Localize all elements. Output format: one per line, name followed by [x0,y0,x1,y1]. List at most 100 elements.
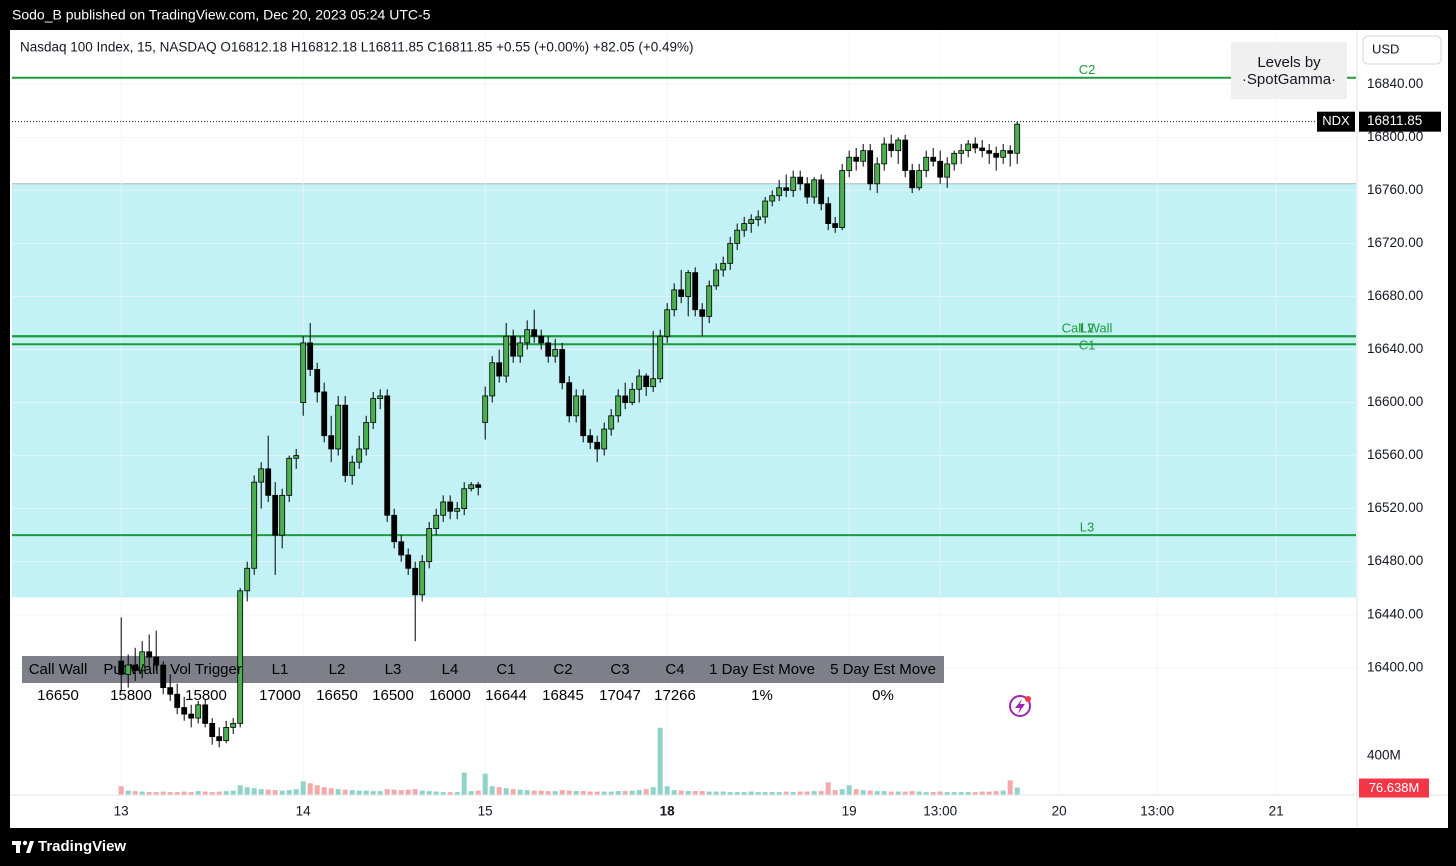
table-value: 17047 [599,687,641,704]
x-tick-label: 20 [1052,804,1067,819]
volume-bar [1014,787,1020,795]
candle-body [314,369,321,393]
candle-body [482,395,489,423]
volume-bar [349,790,355,795]
candle-body [783,187,790,191]
candle-body [209,723,216,738]
y-tick-label: 16400.00 [1367,659,1423,674]
x-tick-label: 13:00 [1140,804,1174,819]
volume-bar [839,789,845,795]
candle-body [188,713,195,719]
candle-body [545,342,552,357]
table-header: Put Wall [103,661,158,678]
volume-bar [230,790,236,795]
candle-body [258,468,265,483]
candle-body [391,514,398,543]
table-header: C4 [665,661,684,678]
volume-bar [566,790,572,795]
table-header: L1 [272,661,289,678]
volume-bar [783,791,789,795]
volume-bar [713,791,719,795]
volume-bar [804,791,810,795]
candle-body [405,554,412,569]
candle-body [531,329,538,337]
candle-body [923,156,930,171]
candle-body [412,567,419,596]
volume-bar [608,791,614,795]
symbol-label: NDX [1322,113,1350,128]
table-header: L4 [442,661,459,678]
volume-bar [727,792,733,795]
table-header: 1 Day Est Move [709,661,815,678]
volume-bar [398,790,404,795]
table-value: 16000 [429,687,471,704]
table-header: L2 [329,661,346,678]
volume-bar [755,792,761,795]
volume-bar [615,791,621,795]
volume-bar [594,791,600,795]
volume-bar [181,791,187,795]
volume-bar [524,790,530,795]
volume-bar [706,791,712,795]
volume-bar [846,785,852,795]
candle-body [902,139,909,171]
candle-body [370,398,377,423]
candle-body [349,461,356,476]
candle-body [510,335,517,357]
candle-body [685,272,692,297]
candle-body [636,375,643,390]
volume-bar [930,792,936,795]
candle-body [503,335,510,377]
footer-brand: TradingView [38,838,126,855]
candle-body [650,378,657,388]
x-tick-label: 14 [296,804,312,819]
volume-bar [692,791,698,795]
currency-button[interactable] [1362,35,1442,65]
volume-bar [342,789,348,795]
candle-body [433,514,440,529]
candle-body [468,484,475,490]
volume-bar [419,790,425,795]
alert-icon[interactable] [1009,695,1031,717]
candle-body [874,163,881,185]
volume-bar [573,791,579,795]
volume-bar [195,791,201,795]
candle-body [881,143,888,165]
candle-body [223,726,230,742]
volume-bar [300,781,306,795]
volume-bar [356,790,362,795]
volume-bar [461,772,467,795]
candle-body [601,428,608,450]
volume-bar [545,791,551,795]
candle-body [181,707,188,715]
candle-body [167,687,174,695]
volume-bar [797,791,803,795]
candle-body [678,289,685,297]
volume-bar [412,789,418,795]
candle-body [692,272,699,311]
zone [12,183,1356,598]
level-label: C1 [1079,338,1096,353]
candle-body [769,195,776,202]
volume-bar [601,791,607,795]
volume-bar [895,791,901,795]
candle-body [160,664,167,689]
candle-body [419,561,426,596]
candle-body [832,223,839,228]
badge [1231,42,1347,99]
volume-bar [657,727,663,795]
candle-body [454,508,461,512]
level-label: C2 [1079,62,1096,77]
y-tick-label: 16480.00 [1367,553,1423,568]
volume-bar [552,791,558,795]
candle-body [440,501,447,516]
candle-body [517,342,524,357]
x-tick-label: 15 [478,804,493,819]
candle-body [825,203,832,224]
candle-body [342,404,349,476]
volume-bar [559,790,565,795]
candle-body [237,590,244,724]
candle-body [790,176,797,191]
